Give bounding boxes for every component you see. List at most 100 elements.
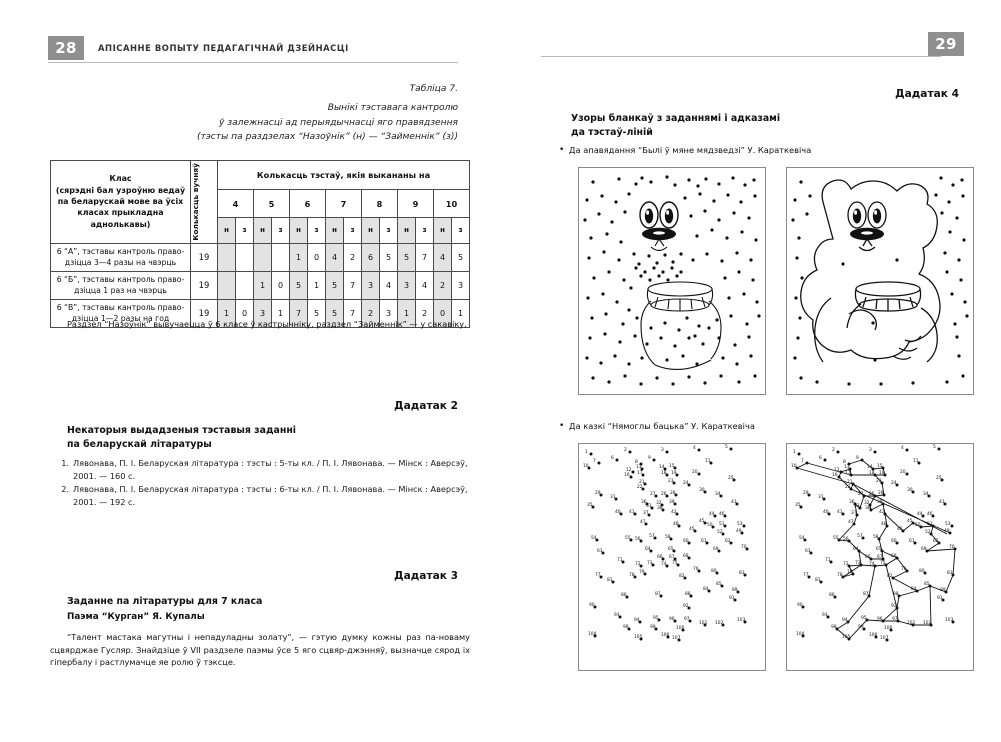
svg-text:35: 35 xyxy=(795,502,801,508)
svg-text:2: 2 xyxy=(624,447,627,453)
subheader-z-9: з xyxy=(415,216,434,244)
svg-text:76: 76 xyxy=(693,566,699,572)
svg-text:81: 81 xyxy=(607,577,613,583)
appendix-4-heading-line1: Узоры бланкаў з заданнямі і адказамі xyxy=(571,113,781,124)
svg-text:2: 2 xyxy=(832,447,835,453)
svg-text:86: 86 xyxy=(829,592,835,598)
svg-text:34: 34 xyxy=(923,491,929,497)
svg-text:3: 3 xyxy=(661,447,664,453)
svg-text:29: 29 xyxy=(803,490,809,496)
table-row: 6 “В”, тэставы кантроль право- дзіцца 1—… xyxy=(50,298,470,328)
header-pupils-count: Колькасць вучняў xyxy=(190,160,218,244)
svg-text:103: 103 xyxy=(737,617,746,623)
svg-text:75: 75 xyxy=(880,560,886,566)
svg-text:92: 92 xyxy=(683,603,689,609)
row-label-v-line2: дзіцца 1—2 разы на год xyxy=(71,314,170,324)
table-caption-line1: Вынікі тэставага кантролю xyxy=(327,103,458,113)
svg-text:48: 48 xyxy=(881,521,887,527)
svg-text:72: 72 xyxy=(635,561,641,567)
svg-text:20: 20 xyxy=(692,469,698,475)
svg-text:19: 19 xyxy=(879,470,885,476)
svg-text:49: 49 xyxy=(736,528,742,534)
page-number-right: 29 xyxy=(928,32,964,56)
subheader-z-4: з xyxy=(235,216,254,244)
page-number-left: 28 xyxy=(48,36,84,60)
svg-text:61: 61 xyxy=(909,538,915,544)
svg-text:42: 42 xyxy=(879,509,885,515)
svg-text:7: 7 xyxy=(593,458,596,464)
svg-text:79: 79 xyxy=(847,569,853,575)
svg-text:15: 15 xyxy=(877,463,883,469)
svg-text:13: 13 xyxy=(636,464,642,470)
svg-text:64: 64 xyxy=(645,546,651,552)
svg-text:68: 68 xyxy=(891,553,897,559)
svg-text:55: 55 xyxy=(833,535,839,541)
svg-text:89: 89 xyxy=(940,587,946,593)
svg-text:15: 15 xyxy=(669,463,675,469)
reference-number: 1. xyxy=(61,458,69,468)
cell-v-8: 2 xyxy=(361,298,380,328)
cell-b-3: 0 xyxy=(271,270,290,300)
svg-text:36: 36 xyxy=(849,499,855,505)
svg-text:8: 8 xyxy=(635,459,638,465)
svg-text:23: 23 xyxy=(668,478,674,484)
svg-text:46: 46 xyxy=(927,511,933,517)
svg-text:3: 3 xyxy=(869,447,872,453)
svg-text:62: 62 xyxy=(933,538,939,544)
svg-text:106: 106 xyxy=(869,632,878,638)
svg-text:7: 7 xyxy=(801,458,804,464)
svg-text:83: 83 xyxy=(947,570,953,576)
bullet-icon: • xyxy=(559,421,565,431)
row-pupils-b: 19 xyxy=(190,270,218,300)
header-class-line2: (сярэдні бал узроўню ведаў xyxy=(55,185,186,195)
cell-v-0: 1 xyxy=(217,298,236,328)
svg-text:73: 73 xyxy=(855,560,861,566)
svg-text:91: 91 xyxy=(937,595,943,601)
svg-text:91: 91 xyxy=(729,595,735,601)
svg-text:102: 102 xyxy=(923,620,932,626)
appendix-2-reference-list: 1. Лявонава, П. І. Беларуская літаратура… xyxy=(55,457,470,509)
cell-v-1: 0 xyxy=(235,298,254,328)
svg-text:12: 12 xyxy=(834,467,840,473)
svg-text:95: 95 xyxy=(653,615,659,621)
svg-text:63: 63 xyxy=(597,548,603,554)
svg-text:30: 30 xyxy=(699,487,705,493)
svg-text:9: 9 xyxy=(856,455,859,461)
svg-text:47: 47 xyxy=(640,519,646,525)
father-answer-artwork: 1 2 3 4 5 6 7 8 9 10 11 12 13 14 15 17 1… xyxy=(791,444,957,642)
list-item: 1. Лявонава, П. І. Беларуская літаратура… xyxy=(55,457,470,482)
header-tests-group: Колькасць тэстаў, якія выкананы на xyxy=(217,159,470,191)
svg-text:78: 78 xyxy=(837,572,843,578)
svg-text:17: 17 xyxy=(637,470,643,476)
svg-text:105: 105 xyxy=(634,634,643,640)
svg-text:38: 38 xyxy=(657,505,663,511)
svg-text:5: 5 xyxy=(933,444,936,450)
svg-text:104: 104 xyxy=(796,631,805,637)
cell-b-10: 3 xyxy=(397,270,416,300)
cell-b-13: 3 xyxy=(451,270,470,300)
cell-v-6: 5 xyxy=(325,298,344,328)
svg-text:16: 16 xyxy=(832,472,838,478)
appendix-4-label: Дадатак 4 xyxy=(895,88,959,100)
svg-text:49: 49 xyxy=(944,528,950,534)
svg-text:96: 96 xyxy=(877,616,883,622)
cell-a-10: 5 xyxy=(397,242,416,272)
svg-text:93: 93 xyxy=(614,612,620,618)
cell-a-8: 6 xyxy=(361,242,380,272)
svg-text:82: 82 xyxy=(679,573,685,579)
reference-text: Лявонава, П. І. Беларуская літаратура : … xyxy=(73,458,468,481)
svg-text:60: 60 xyxy=(683,538,689,544)
svg-text:74: 74 xyxy=(869,561,875,567)
svg-text:93: 93 xyxy=(822,612,828,618)
svg-text:61: 61 xyxy=(701,538,707,544)
appendix-2-heading-line2: па беларускай літаратуры xyxy=(67,438,212,450)
svg-text:32: 32 xyxy=(656,500,662,506)
svg-text:101: 101 xyxy=(699,620,708,626)
appendix-3-label: Дадатак 3 xyxy=(394,570,458,582)
svg-text:82: 82 xyxy=(887,573,893,579)
header-class-line3: па беларускай мове ва ўсіх xyxy=(57,197,184,207)
subheader-n-9: н xyxy=(397,216,416,244)
cell-v-2: 3 xyxy=(253,298,272,328)
subheader-n-10: н xyxy=(433,216,452,244)
running-title-left: АПІСАННЕ ВОПЫТУ ПЕДАГАГІЧНАЙ ДЗЕЙНАСЦІ xyxy=(98,43,349,53)
